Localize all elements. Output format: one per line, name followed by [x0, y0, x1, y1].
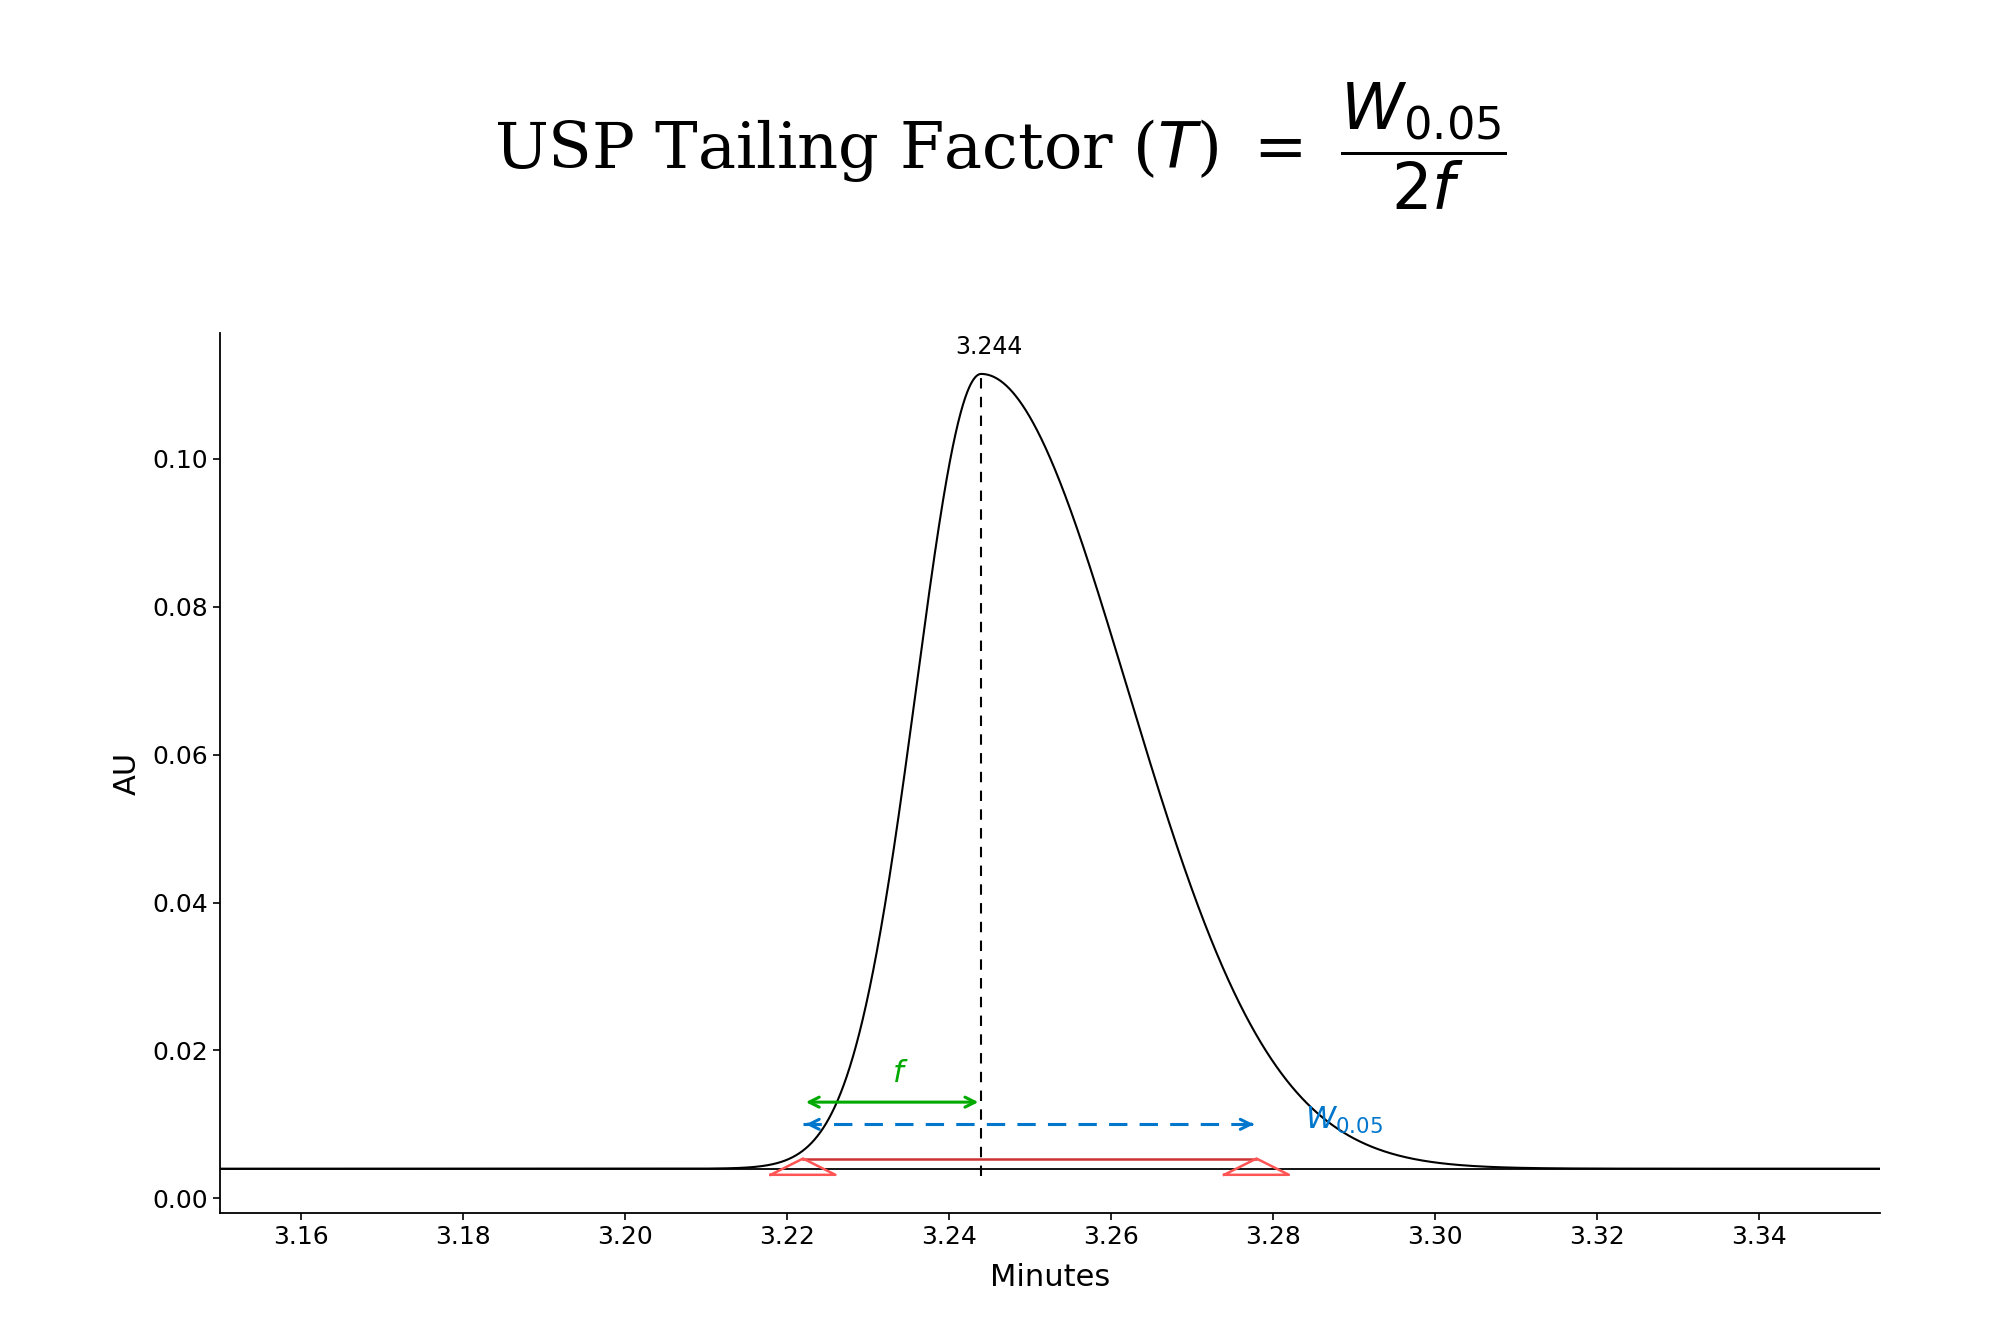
Y-axis label: AU: AU — [112, 752, 142, 794]
X-axis label: Minutes: Minutes — [990, 1262, 1110, 1292]
Text: USP Tailing Factor ($T$) $=$ $\dfrac{W_{0.05}}{2f}$: USP Tailing Factor ($T$) $=$ $\dfrac{W_{… — [494, 81, 1506, 212]
Text: $W_{0.05}$: $W_{0.05}$ — [1306, 1105, 1382, 1136]
Text: $f$: $f$ — [892, 1058, 908, 1089]
Text: 3.244: 3.244 — [956, 335, 1022, 359]
